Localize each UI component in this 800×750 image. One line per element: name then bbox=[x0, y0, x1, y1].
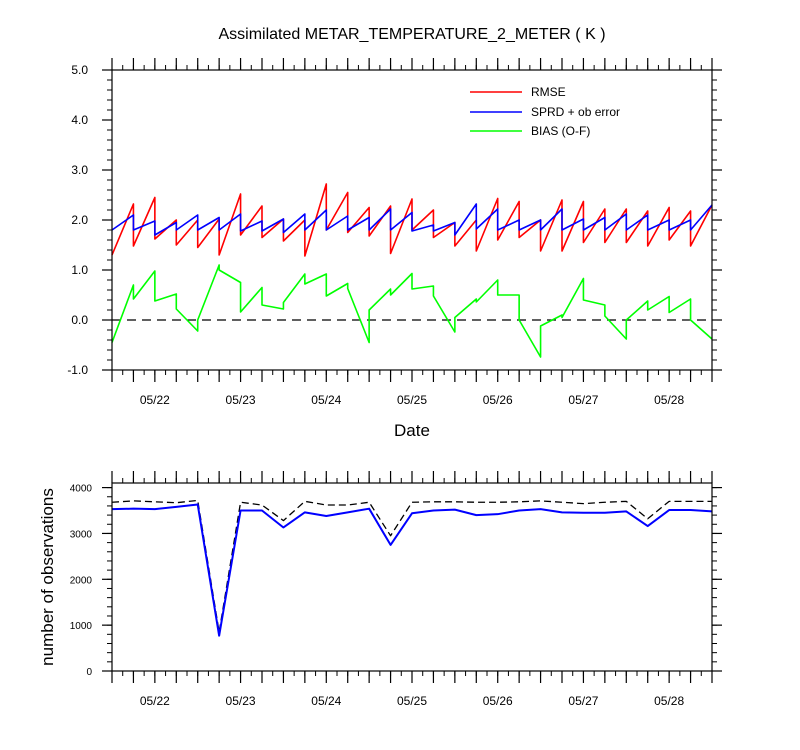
bottom-ticks bbox=[102, 471, 722, 683]
y-tick-label: 3000 bbox=[70, 529, 93, 540]
top-ticks bbox=[102, 58, 722, 382]
y-tick-label: 3.0 bbox=[71, 163, 88, 177]
legend-label-bias: BIAS (O-F) bbox=[531, 124, 590, 138]
legend-label-sprd: SPRD + ob error bbox=[531, 105, 620, 119]
x-tick-label: 05/24 bbox=[311, 694, 341, 708]
x-tick-label: 05/28 bbox=[654, 694, 684, 708]
x-tick-label: 05/22 bbox=[140, 393, 170, 407]
y-tick-label: 1000 bbox=[70, 621, 93, 632]
x-tick-label: 05/22 bbox=[140, 694, 170, 708]
top-x-tick-labels: 05/22 05/23 05/24 05/25 05/26 05/27 05/28 bbox=[140, 393, 685, 407]
x-tick-label: 05/23 bbox=[226, 694, 256, 708]
bottom-y-tick-labels: 4000 3000 2000 1000 0 bbox=[70, 484, 93, 678]
top-chart: Assimilated METAR_TEMPERATURE_2_METER ( … bbox=[67, 26, 722, 440]
x-tick-label: 05/26 bbox=[483, 393, 513, 407]
bottom-plot-frame bbox=[111, 482, 713, 672]
y-tick-label: 2.0 bbox=[71, 213, 88, 227]
series-line-sprd-ob-error bbox=[111, 203, 713, 236]
y-tick-label: 2000 bbox=[70, 575, 93, 586]
y-tick-label: 0 bbox=[86, 667, 92, 678]
legend-label-rmse: RMSE bbox=[531, 85, 566, 99]
x-tick-label: 05/25 bbox=[397, 694, 427, 708]
series-line-bias-o-f bbox=[111, 264, 713, 358]
chart-title: Assimilated METAR_TEMPERATURE_2_METER ( … bbox=[218, 26, 605, 43]
top-plot-frame bbox=[111, 69, 713, 371]
y-tick-label: -1.0 bbox=[67, 363, 88, 377]
bottom-x-tick-labels: 05/22 05/23 05/24 05/25 05/26 05/27 05/28 bbox=[140, 694, 685, 708]
y-tick-label: 4000 bbox=[70, 484, 93, 495]
top-series bbox=[111, 183, 713, 358]
x-tick-label: 05/27 bbox=[568, 393, 598, 407]
bottom-series bbox=[111, 499, 713, 637]
x-tick-label: 05/28 bbox=[654, 393, 684, 407]
top-y-tick-labels: 5.0 4.0 3.0 2.0 1.0 0.0 -1.0 bbox=[67, 63, 88, 377]
x-tick-label: 05/26 bbox=[483, 694, 513, 708]
x-tick-label: 05/24 bbox=[311, 393, 341, 407]
legend: RMSE SPRD + ob error BIAS (O-F) bbox=[470, 85, 620, 138]
series-line-possible-observations bbox=[111, 499, 712, 633]
series-line-assimilated-observations bbox=[111, 503, 713, 637]
x-tick-label: 05/27 bbox=[568, 694, 598, 708]
x-tick-label: 05/25 bbox=[397, 393, 427, 407]
y-tick-label: 4.0 bbox=[71, 113, 88, 127]
x-tick-label: 05/23 bbox=[226, 393, 256, 407]
y-tick-label: 5.0 bbox=[71, 63, 88, 77]
y-tick-label: 0.0 bbox=[71, 313, 88, 327]
y-tick-label: 1.0 bbox=[71, 263, 88, 277]
x-axis-label: Date bbox=[394, 421, 430, 440]
y-axis-label: number of observations bbox=[38, 488, 57, 666]
